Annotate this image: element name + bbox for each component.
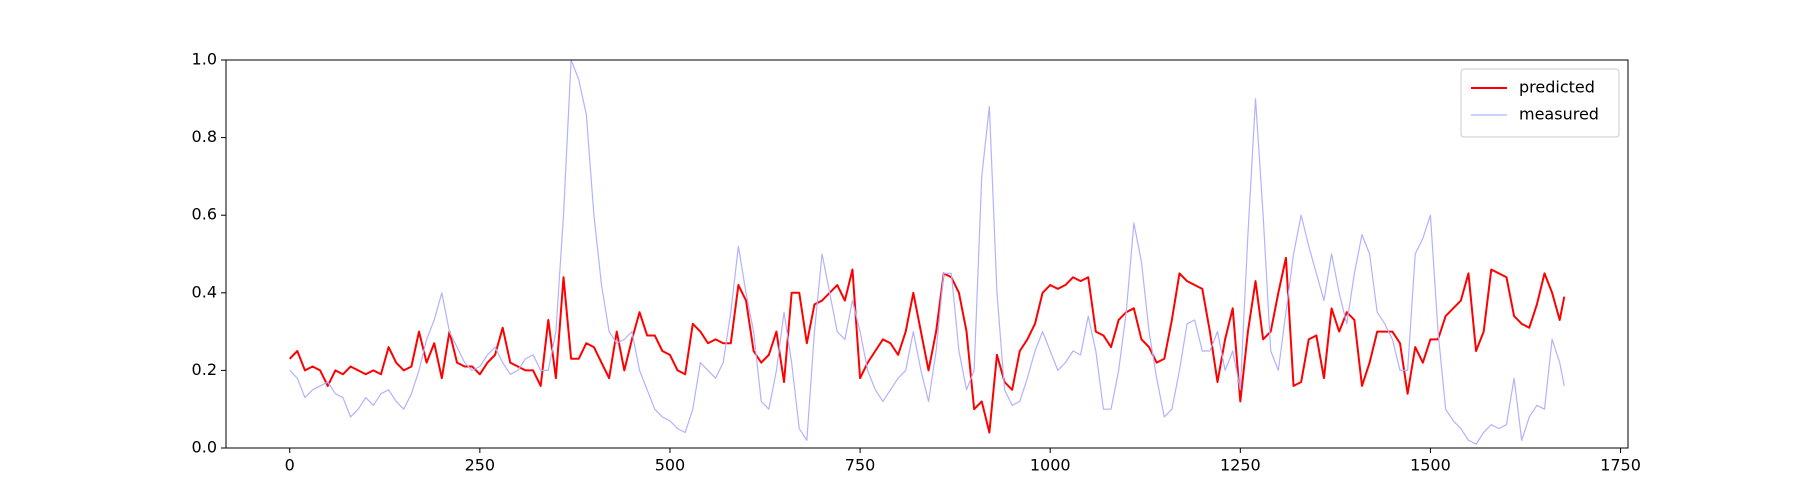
x-tick-label: 1000: [1030, 456, 1071, 475]
x-tick-label: 1500: [1410, 456, 1451, 475]
y-tick-label: 0.8: [192, 127, 217, 146]
x-tick-label: 1250: [1220, 456, 1261, 475]
series-line: [289, 60, 1565, 445]
x-tick-label: 500: [655, 456, 686, 475]
y-tick-label: 1.0: [192, 50, 217, 69]
plot-area: [289, 60, 1566, 445]
x-tick-label: 0: [285, 456, 295, 475]
axes-frame: [225, 59, 1629, 449]
y-tick-label: 0.6: [192, 205, 217, 224]
x-tick-label: 1750: [1600, 456, 1641, 475]
x-tick-label: 750: [845, 456, 876, 475]
legend-label: measured: [1519, 105, 1599, 124]
y-tick-label: 0.4: [192, 282, 217, 301]
legend-box: [1460, 68, 1620, 138]
x-tick-label: 250: [465, 456, 496, 475]
y-tick-label: 0.0: [192, 438, 217, 457]
legend-label: predicted: [1519, 78, 1595, 97]
y-tick-label: 0.2: [192, 360, 217, 379]
series-line: [289, 256, 1566, 434]
